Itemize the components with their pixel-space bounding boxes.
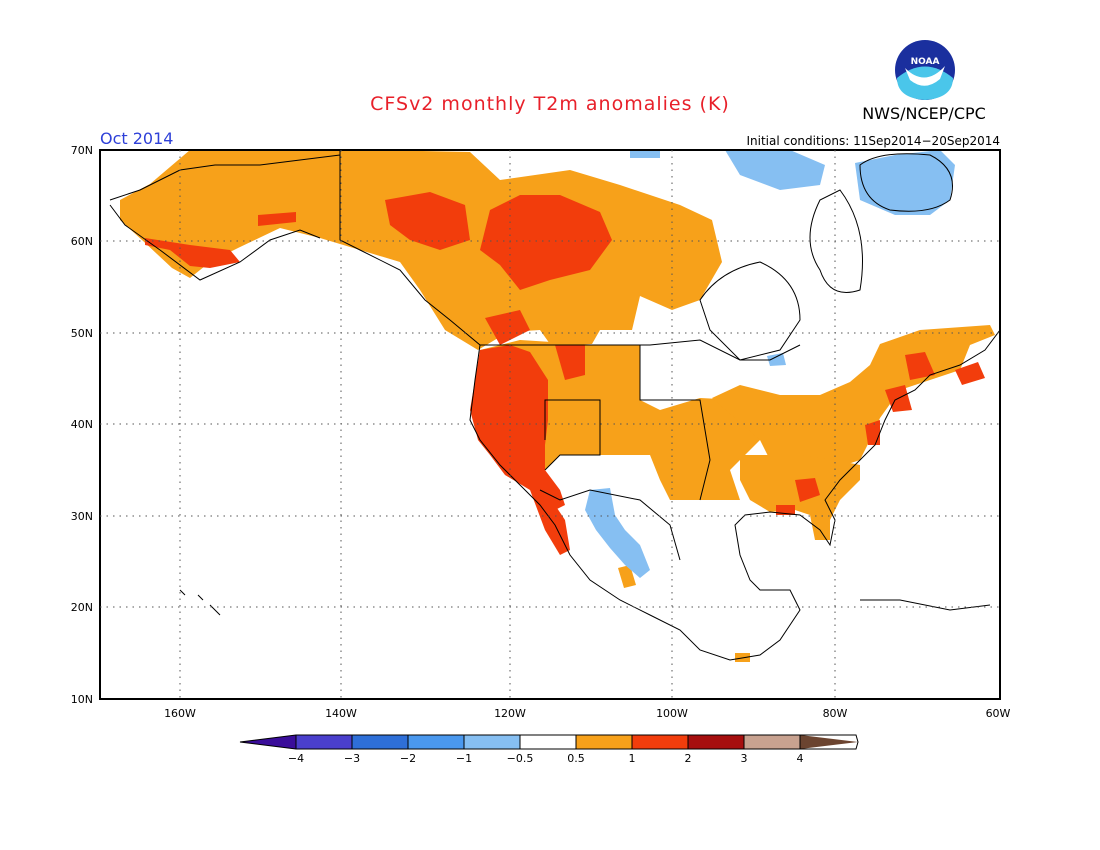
southern-alaska-coast <box>145 238 240 268</box>
coastlines <box>109 150 1000 661</box>
quebec-hot <box>905 352 935 380</box>
colorbar-label: 3 <box>741 752 748 765</box>
initial-conditions: Initial conditions: 11Sep2014−20Sep2014 <box>746 134 1000 148</box>
colorbar-swatch-p05-1 <box>576 735 632 749</box>
yukon-hot-core <box>385 192 470 250</box>
arctic-islands-cool <box>630 150 660 158</box>
michigan-cool <box>767 353 786 366</box>
colorbar: −4 −3 −2 −1 −0.5 0.5 1 2 3 4 <box>239 734 859 765</box>
lon-label-60w: 60W <box>986 707 1011 720</box>
lat-label-20n: 20N <box>71 601 93 614</box>
anomaly-fill-red <box>145 192 985 555</box>
gulf-coast-hot <box>776 505 795 515</box>
colorbar-swatch-m4-m3 <box>296 735 352 749</box>
colorbar-label: −2 <box>400 752 416 765</box>
colorbar-label: 2 <box>685 752 692 765</box>
baja-hot <box>530 490 570 555</box>
central-plains <box>480 340 760 500</box>
great-lakes-east <box>712 325 995 470</box>
northwest-mexico-cool <box>585 488 650 578</box>
northern-canada-hot-core <box>480 195 612 290</box>
colorbar-label: −3 <box>344 752 360 765</box>
lon-label-120w: 120W <box>494 707 526 720</box>
agency-label: NWS/NCEP/CPC <box>862 104 986 123</box>
colorbar-label: −0.5 <box>507 752 534 765</box>
lon-label-160w: 160W <box>164 707 196 720</box>
lon-labels: 160W 140W 120W 100W 80W 60W <box>164 707 1010 720</box>
forecast-month: Oct 2014 <box>100 129 173 148</box>
us-west-coast <box>470 345 565 510</box>
lat-label-10n: 10N <box>71 693 93 706</box>
lat-labels: 70N 60N 50N 40N 30N 20N 10N <box>71 144 93 706</box>
noaa-logo: NOAA <box>895 40 955 100</box>
lat-label-70n: 70N <box>71 144 93 157</box>
lat-label-60n: 60N <box>71 235 93 248</box>
georgia-hot-spot <box>795 478 820 502</box>
colorbar-label: 0.5 <box>567 752 585 765</box>
anomaly-fill-blue <box>585 150 955 578</box>
greenland-cool <box>855 150 955 215</box>
map-area <box>120 150 995 662</box>
colorbar-label: 4 <box>797 752 804 765</box>
colorbar-swatch-m2-m1 <box>408 735 464 749</box>
colorbar-swatch-m3-m2 <box>352 735 408 749</box>
colorbar-swatch-gt-4 <box>800 735 858 749</box>
bc-coast-red <box>485 310 530 345</box>
gridlines <box>100 150 1000 699</box>
lat-label-30n: 30N <box>71 510 93 523</box>
baffin-cool <box>725 150 825 190</box>
colorbar-swatch-p1-2 <box>632 735 688 749</box>
colorbar-swatch-lt-m4 <box>240 735 296 749</box>
colorbar-swatch-p2-3 <box>688 735 744 749</box>
lon-label-80w: 80W <box>823 707 848 720</box>
colorbar-swatch-p3-4 <box>744 735 800 749</box>
colorbar-label: −4 <box>288 752 304 765</box>
alaska-north-red <box>258 212 296 226</box>
colorbar-swatch-m05-05 <box>520 735 576 749</box>
colorbar-swatch-m1-m05 <box>464 735 520 749</box>
nova-scotia-hot <box>955 362 985 385</box>
lat-label-50n: 50N <box>71 327 93 340</box>
colorbar-label: −1 <box>456 752 472 765</box>
lat-label-40n: 40N <box>71 418 93 431</box>
lon-label-100w: 100W <box>656 707 688 720</box>
noaa-logo-text: NOAA <box>911 57 940 67</box>
sinaloa-orange <box>618 565 636 588</box>
mid-atlantic-hot-spot <box>865 420 880 445</box>
pacific-northwest <box>555 345 585 380</box>
colorbar-label: 1 <box>629 752 636 765</box>
lon-label-140w: 140W <box>325 707 357 720</box>
chart-title: CFSv2 monthly T2m anomalies (K) <box>370 93 730 115</box>
